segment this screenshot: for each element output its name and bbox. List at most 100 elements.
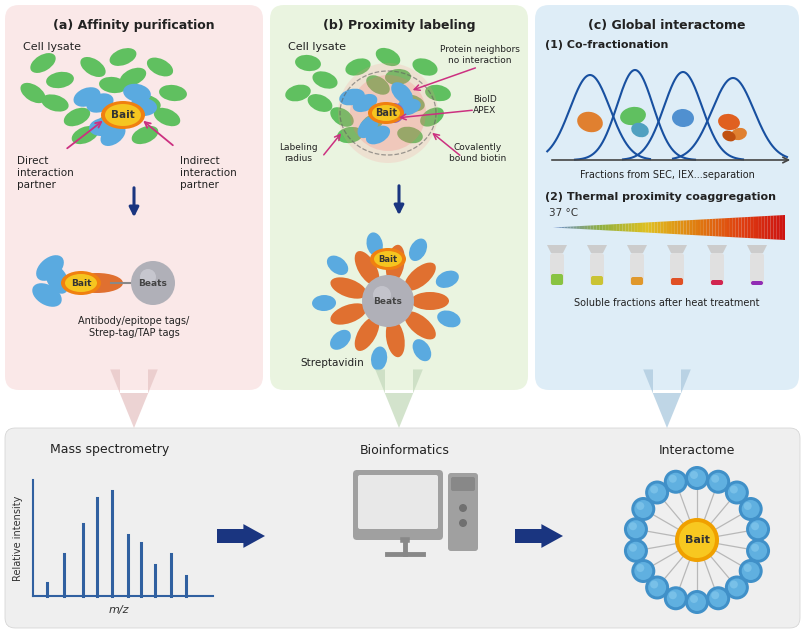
Circle shape — [362, 275, 414, 327]
Ellipse shape — [355, 251, 380, 285]
Ellipse shape — [346, 58, 371, 75]
Polygon shape — [669, 221, 672, 234]
Polygon shape — [713, 219, 716, 236]
Circle shape — [664, 470, 688, 494]
Circle shape — [706, 470, 730, 494]
Polygon shape — [675, 221, 678, 234]
Ellipse shape — [105, 104, 141, 126]
Polygon shape — [559, 227, 562, 228]
Ellipse shape — [330, 107, 354, 127]
Circle shape — [131, 261, 175, 305]
Polygon shape — [782, 215, 785, 240]
Text: Bait: Bait — [111, 110, 135, 120]
FancyBboxPatch shape — [451, 477, 475, 491]
Text: Beats: Beats — [373, 296, 402, 306]
Polygon shape — [753, 216, 756, 239]
Circle shape — [631, 559, 655, 583]
Polygon shape — [631, 223, 634, 232]
Ellipse shape — [89, 118, 117, 136]
Circle shape — [624, 517, 648, 541]
Circle shape — [751, 522, 759, 530]
FancyBboxPatch shape — [353, 470, 443, 540]
Text: (1) Co-fractionation: (1) Co-fractionation — [545, 40, 668, 50]
Circle shape — [749, 542, 767, 560]
Polygon shape — [376, 370, 423, 428]
Polygon shape — [704, 219, 707, 235]
Ellipse shape — [391, 82, 413, 104]
FancyBboxPatch shape — [358, 475, 438, 529]
Circle shape — [338, 63, 438, 163]
Text: Fractions from SEC, IEX...separation: Fractions from SEC, IEX...separation — [580, 170, 754, 180]
Circle shape — [387, 250, 405, 268]
Polygon shape — [707, 219, 709, 236]
Polygon shape — [730, 218, 733, 237]
Polygon shape — [622, 223, 625, 232]
Polygon shape — [640, 223, 643, 232]
Ellipse shape — [147, 58, 173, 77]
Text: Streptavidin: Streptavidin — [300, 358, 364, 368]
Polygon shape — [547, 245, 567, 253]
Ellipse shape — [368, 102, 404, 124]
Polygon shape — [698, 220, 701, 235]
Polygon shape — [742, 217, 745, 238]
Ellipse shape — [420, 108, 444, 127]
Circle shape — [669, 475, 677, 483]
Polygon shape — [759, 216, 762, 239]
Ellipse shape — [413, 339, 431, 361]
Circle shape — [751, 544, 759, 552]
Ellipse shape — [413, 58, 438, 76]
FancyBboxPatch shape — [270, 5, 528, 390]
Circle shape — [648, 579, 666, 596]
Text: (b) Proximity labeling: (b) Proximity labeling — [322, 18, 476, 32]
Circle shape — [742, 562, 760, 580]
Ellipse shape — [366, 75, 390, 95]
Circle shape — [645, 575, 669, 599]
Circle shape — [690, 471, 698, 479]
Polygon shape — [762, 216, 765, 239]
FancyBboxPatch shape — [535, 5, 799, 390]
Circle shape — [384, 103, 404, 123]
Text: Covalently
bound biotin: Covalently bound biotin — [450, 143, 507, 163]
FancyBboxPatch shape — [448, 473, 478, 551]
Ellipse shape — [399, 94, 425, 111]
Ellipse shape — [285, 85, 311, 101]
Text: Mass spectrometry: Mass spectrometry — [50, 444, 169, 456]
Polygon shape — [649, 222, 651, 233]
Text: Soluble fractions after heat treatment: Soluble fractions after heat treatment — [574, 298, 760, 308]
Circle shape — [650, 580, 659, 589]
Polygon shape — [776, 215, 779, 240]
Polygon shape — [767, 216, 771, 239]
Ellipse shape — [672, 109, 694, 127]
Polygon shape — [643, 223, 646, 232]
Text: Beats: Beats — [139, 279, 168, 287]
Polygon shape — [718, 218, 721, 237]
Ellipse shape — [436, 270, 459, 288]
Polygon shape — [716, 218, 718, 236]
Circle shape — [629, 544, 637, 552]
Ellipse shape — [73, 87, 101, 107]
Circle shape — [746, 517, 770, 541]
Text: Protein neighbors
no interaction: Protein neighbors no interaction — [440, 46, 520, 65]
Text: (c) Global interactome: (c) Global interactome — [588, 18, 746, 32]
FancyBboxPatch shape — [670, 253, 684, 285]
Polygon shape — [660, 222, 663, 234]
Polygon shape — [667, 245, 687, 253]
Circle shape — [350, 75, 426, 151]
Polygon shape — [605, 225, 608, 230]
Ellipse shape — [372, 105, 400, 121]
Circle shape — [459, 504, 467, 512]
Ellipse shape — [397, 127, 423, 143]
Polygon shape — [747, 245, 767, 253]
Text: Cell lysate: Cell lysate — [23, 42, 81, 52]
Polygon shape — [602, 225, 605, 230]
Polygon shape — [683, 220, 687, 235]
Circle shape — [667, 473, 685, 491]
Circle shape — [709, 473, 727, 491]
FancyBboxPatch shape — [5, 5, 263, 390]
Ellipse shape — [405, 263, 436, 291]
Circle shape — [728, 579, 746, 596]
Ellipse shape — [41, 94, 69, 111]
Circle shape — [140, 269, 156, 285]
Circle shape — [648, 484, 666, 501]
Ellipse shape — [330, 330, 351, 350]
